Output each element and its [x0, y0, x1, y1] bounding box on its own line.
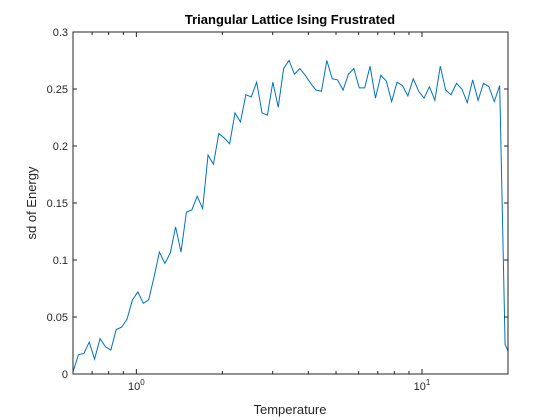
- y-tick-label: 0.3: [53, 27, 68, 39]
- x-tick-label: 101: [414, 378, 431, 393]
- x-axis-label: Temperature: [254, 402, 327, 417]
- y-tick-label: 0.1: [53, 255, 68, 267]
- series-line-0: [72, 59, 509, 372]
- plot-area: [73, 32, 508, 374]
- y-tick-label: 0: [62, 369, 68, 381]
- y-tick-label: 0.05: [47, 312, 68, 324]
- y-tick-label: 0.15: [47, 198, 68, 210]
- y-tick-label: 0.25: [47, 84, 68, 96]
- series-layer: [72, 59, 509, 372]
- axes-layer: 0 0.05 0.1 0.15 0.2 0.25 0.3 100 101: [47, 27, 509, 393]
- x-tick-label: 100: [128, 378, 145, 393]
- y-tick-label: 0.2: [53, 141, 68, 153]
- chart-title: Triangular Lattice Ising Frustrated: [185, 12, 395, 27]
- y-axis-label: sd of Energy: [24, 166, 39, 239]
